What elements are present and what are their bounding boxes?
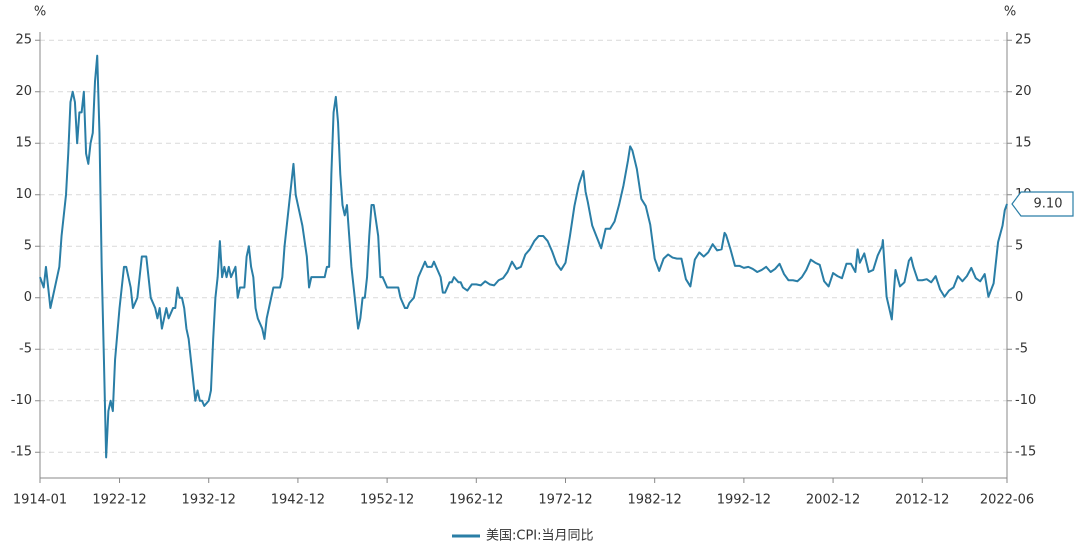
x-tick-label: 1942-12 (271, 493, 325, 508)
y2-axis-label: % (1004, 5, 1016, 20)
y-tick-label: 25 (15, 33, 32, 48)
x-tick-label: 1972-12 (538, 493, 592, 508)
x-tick-label: 1982-12 (628, 493, 682, 508)
x-tick-label: 1962-12 (449, 493, 503, 508)
y2-tick-label: 25 (1015, 33, 1032, 48)
x-tick-label: 2002-12 (806, 493, 860, 508)
y2-tick-label: 15 (1015, 136, 1032, 151)
y-tick-label: -15 (11, 445, 32, 460)
y-tick-label: -10 (11, 393, 32, 408)
y-tick-label: 10 (15, 187, 32, 202)
y-tick-label: -5 (19, 342, 32, 357)
y2-tick-label: -5 (1015, 342, 1028, 357)
y-axis-label: % (34, 5, 46, 20)
y-tick-label: 15 (15, 136, 32, 151)
y2-tick-label: 20 (1015, 84, 1032, 99)
x-tick-label: 2012-12 (895, 493, 949, 508)
y-tick-label: 5 (24, 239, 32, 254)
x-tick-label: 1914-01 (13, 493, 67, 508)
y2-tick-label: 0 (1015, 290, 1023, 305)
y-tick-label: 0 (24, 290, 32, 305)
y2-tick-label: 5 (1015, 239, 1023, 254)
x-tick-label: 1992-12 (717, 493, 771, 508)
y-tick-label: 20 (15, 84, 32, 99)
x-tick-label: 1932-12 (182, 493, 236, 508)
end-label-box (1011, 191, 1074, 217)
end-label: 9.10 (1034, 197, 1063, 212)
x-tick-label: 1922-12 (92, 493, 146, 508)
line (39, 54, 1008, 459)
y2-tick-label: -10 (1015, 393, 1036, 408)
x-tick-label: 2022-06 (980, 493, 1034, 508)
y2-tick-label: -15 (1015, 445, 1036, 460)
x-tick-label: 1952-12 (360, 493, 414, 508)
legend-label: 美国:CPI:当月同比 (486, 529, 594, 544)
